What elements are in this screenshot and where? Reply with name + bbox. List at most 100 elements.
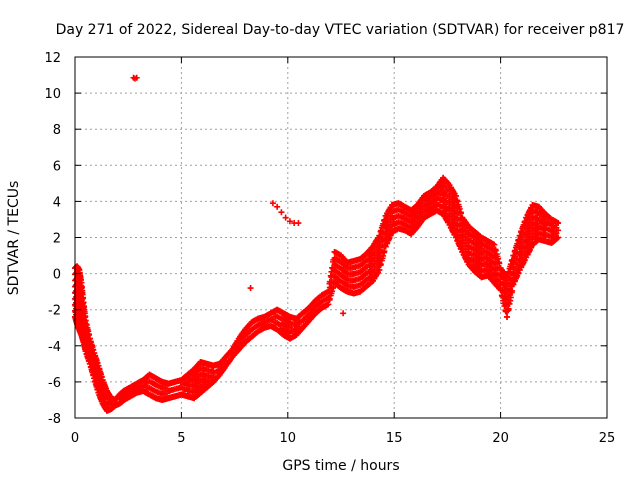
data-point-interp bbox=[501, 303, 508, 310]
data-point-interp bbox=[90, 347, 97, 354]
y-tick-label: 10 bbox=[44, 87, 61, 102]
data-point-interp bbox=[97, 368, 104, 375]
x-tick-label: 20 bbox=[492, 431, 509, 446]
data-point-interp bbox=[326, 280, 333, 287]
x-axis-ticks: 0 5 10 15 20 25 bbox=[71, 57, 615, 446]
y-tick-label: -4 bbox=[48, 340, 61, 355]
x-axis-label: GPS time / hours bbox=[282, 458, 399, 474]
data-point bbox=[86, 360, 93, 367]
data-point-interp bbox=[506, 300, 513, 307]
data-point-interp bbox=[380, 220, 387, 227]
data-point-interp bbox=[377, 228, 384, 235]
y-tick-label: 2 bbox=[53, 232, 61, 247]
data-point-interp bbox=[92, 381, 99, 388]
data-point-interp bbox=[88, 366, 95, 373]
y-axis-label: SDTVAR / TECUs bbox=[6, 181, 22, 296]
data-point-interp bbox=[507, 294, 514, 301]
data-point bbox=[269, 200, 276, 207]
y-tick-label: -2 bbox=[48, 304, 61, 319]
data-point-interp bbox=[493, 251, 500, 258]
y-tick-label: 6 bbox=[53, 159, 61, 174]
data-point-interp bbox=[378, 224, 385, 231]
data-point-interp bbox=[509, 256, 516, 263]
data-point bbox=[295, 220, 302, 227]
data-point bbox=[503, 274, 510, 281]
data-point-interp bbox=[509, 287, 516, 294]
data-point bbox=[376, 232, 383, 239]
data-point bbox=[282, 214, 289, 221]
y-tick-label: -6 bbox=[48, 376, 61, 391]
data-point-interp bbox=[87, 338, 94, 345]
data-point-fill bbox=[555, 227, 562, 234]
x-tick-label: 0 bbox=[71, 431, 79, 446]
data-point-interp bbox=[495, 255, 502, 262]
data-point-interp bbox=[514, 240, 521, 247]
data-point bbox=[510, 252, 517, 259]
data-point-interp bbox=[511, 248, 518, 255]
data-points bbox=[72, 74, 562, 414]
data-point bbox=[555, 220, 562, 227]
y-tick-label: 4 bbox=[53, 195, 61, 210]
data-point bbox=[491, 241, 498, 248]
x-tick-label: 5 bbox=[177, 431, 185, 446]
data-point-interp bbox=[97, 371, 104, 378]
data-point-interp bbox=[381, 248, 388, 255]
x-tick-label: 10 bbox=[280, 431, 297, 446]
data-point-interp bbox=[92, 378, 99, 385]
data-point-interp bbox=[326, 296, 333, 303]
data-point bbox=[497, 286, 504, 293]
data-point-interp bbox=[507, 261, 514, 268]
data-point-interp bbox=[88, 341, 95, 348]
y-tick-label: -8 bbox=[48, 412, 61, 427]
data-point-interp bbox=[521, 218, 528, 225]
x-tick-label: 25 bbox=[599, 431, 616, 446]
data-point-interp bbox=[84, 324, 91, 331]
data-point-interp bbox=[329, 288, 336, 295]
data-point-fill bbox=[529, 224, 536, 231]
data-point bbox=[286, 218, 293, 225]
data-point-interp bbox=[330, 283, 337, 290]
y-tick-label: 12 bbox=[44, 51, 61, 66]
data-point-interp bbox=[94, 386, 101, 393]
data-point-interp bbox=[89, 344, 96, 351]
data-point-interp bbox=[381, 216, 388, 223]
data-point bbox=[95, 362, 102, 369]
data-point-interp bbox=[378, 257, 385, 264]
data-point-fill bbox=[200, 376, 207, 383]
data-point-interp bbox=[506, 265, 513, 272]
data-point-interp bbox=[98, 374, 105, 381]
data-point-interp bbox=[519, 225, 526, 232]
y-tick-label: 8 bbox=[53, 123, 61, 138]
data-point-interp bbox=[512, 244, 519, 251]
data-point bbox=[82, 317, 89, 324]
data-point-interp bbox=[498, 292, 505, 299]
data-point bbox=[278, 209, 285, 216]
data-point-interp bbox=[380, 252, 387, 259]
data-point-interp bbox=[505, 307, 512, 314]
data-point-fill bbox=[389, 218, 396, 225]
data-point-interp bbox=[96, 365, 103, 372]
data-point-interp bbox=[456, 205, 463, 212]
data-point-interp bbox=[458, 210, 465, 217]
data-point-fill bbox=[286, 324, 293, 331]
data-point bbox=[86, 335, 93, 342]
data-point-interp bbox=[86, 331, 93, 338]
data-point-interp bbox=[327, 272, 334, 279]
data-point bbox=[91, 375, 98, 382]
data-point-interp bbox=[83, 321, 90, 328]
data-point bbox=[340, 310, 347, 317]
data-point-interp bbox=[492, 246, 499, 253]
data-point-interp bbox=[327, 292, 334, 299]
data-point bbox=[503, 313, 510, 320]
data-point-fill bbox=[478, 251, 485, 258]
data-point-interp bbox=[377, 262, 384, 269]
data-point-interp bbox=[505, 269, 512, 276]
x-tick-label: 15 bbox=[386, 431, 403, 446]
data-point-interp bbox=[500, 297, 507, 304]
data-point-interp bbox=[329, 264, 336, 271]
data-point bbox=[452, 192, 459, 199]
data-point-interp bbox=[93, 383, 100, 390]
data-point-interp bbox=[87, 363, 94, 370]
data-point bbox=[274, 203, 281, 210]
